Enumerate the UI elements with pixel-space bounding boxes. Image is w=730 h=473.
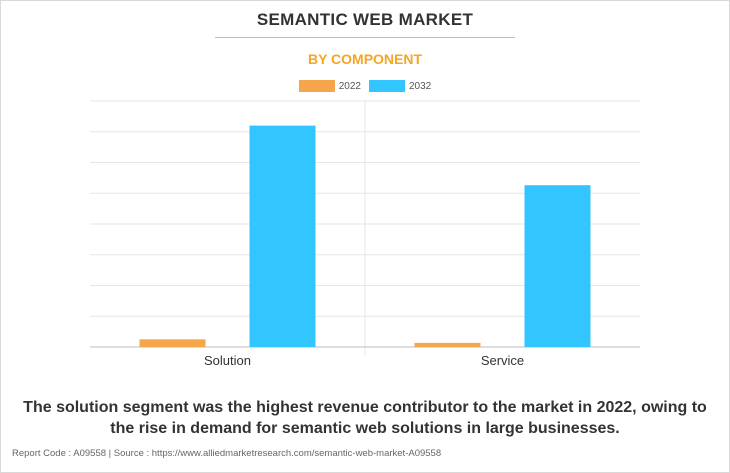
x-tick-label: Service bbox=[481, 353, 524, 368]
legend-label-2022: 2022 bbox=[338, 80, 361, 92]
legend-label-2032: 2032 bbox=[409, 80, 432, 92]
chart-subtitle: BY COMPONENT bbox=[307, 51, 423, 67]
legend-item-2022: 2022 bbox=[298, 80, 361, 92]
source-footer: Report Code : A09558 | Source : https://… bbox=[12, 448, 442, 459]
chart-title: SEMANTIC WEB MARKET bbox=[256, 10, 474, 29]
bar-service-2032 bbox=[524, 185, 591, 347]
bar-solution-2032 bbox=[249, 125, 316, 347]
title-divider bbox=[215, 37, 515, 38]
bar-service-2022 bbox=[414, 342, 481, 347]
x-tick-label: Solution bbox=[204, 353, 251, 368]
legend-item-2032: 2032 bbox=[369, 80, 431, 92]
bar-chart: Solution Service bbox=[90, 100, 640, 368]
chart-caption: The solution segment was the highest rev… bbox=[23, 399, 707, 437]
bar-solution-2022 bbox=[139, 339, 206, 347]
legend: 2022 2032 bbox=[0, 80, 730, 92]
legend-swatch-2032 bbox=[369, 80, 405, 92]
legend-swatch-2022 bbox=[298, 80, 335, 92]
